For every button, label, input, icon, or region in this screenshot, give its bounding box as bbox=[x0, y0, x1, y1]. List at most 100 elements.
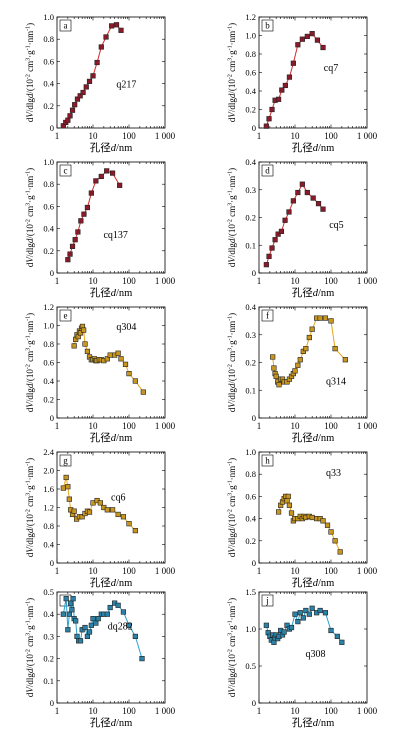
data-point bbox=[72, 102, 78, 108]
data-point bbox=[98, 173, 104, 180]
data-point bbox=[82, 624, 88, 631]
x-tick-label: 100 bbox=[324, 276, 338, 286]
data-point bbox=[299, 181, 305, 187]
series-line bbox=[265, 33, 324, 127]
x-axis-label: 孔径d/nm bbox=[90, 431, 133, 444]
data-point bbox=[281, 629, 287, 635]
data-point bbox=[295, 362, 301, 368]
x-tick-label: 10 bbox=[89, 421, 99, 431]
x-tick-label: 1 000 bbox=[155, 566, 176, 576]
data-point bbox=[303, 607, 309, 614]
data-point bbox=[109, 507, 116, 513]
data-point bbox=[74, 633, 80, 639]
data-point bbox=[276, 382, 282, 388]
y-tick-label: 0 bbox=[50, 123, 54, 133]
y-tick-label: 0 bbox=[252, 558, 256, 568]
x-tick-label: 100 bbox=[122, 706, 136, 716]
data-point bbox=[77, 93, 83, 99]
y-axis-label: dV/dlgd/(10-2 cm3·g-1·nm-1) bbox=[25, 23, 35, 122]
y-tick-label: 0.2 bbox=[43, 654, 54, 664]
data-point bbox=[120, 609, 127, 615]
y-tick-label: 0.3 bbox=[245, 330, 256, 340]
data-point bbox=[63, 474, 69, 481]
x-tick-label: 100 bbox=[324, 131, 338, 141]
panel-letter: h bbox=[265, 456, 270, 466]
x-axis-label: 孔径d/nm bbox=[90, 286, 133, 299]
data-point bbox=[65, 257, 71, 263]
data-point bbox=[115, 602, 121, 608]
y-tick-label: 1.5 bbox=[245, 587, 256, 597]
data-point bbox=[310, 195, 316, 201]
data-point bbox=[334, 633, 340, 639]
x-tick-label: 1 bbox=[55, 706, 60, 716]
data-point bbox=[315, 201, 322, 207]
sample-label: dq282 bbox=[108, 621, 133, 632]
data-point bbox=[88, 190, 94, 196]
y-tick-label: 0.2 bbox=[43, 395, 54, 405]
x-tick-label: 10 bbox=[291, 421, 301, 431]
x-tick-label: 100 bbox=[324, 566, 338, 576]
data-point bbox=[132, 378, 138, 384]
x-tick-label: 10 bbox=[291, 276, 301, 286]
x-axis-label: 孔径d/nm bbox=[292, 286, 335, 299]
data-point bbox=[104, 611, 110, 617]
y-tick-label: 0.4 bbox=[245, 157, 256, 167]
data-point bbox=[282, 217, 288, 223]
data-point bbox=[60, 611, 66, 617]
data-point bbox=[271, 365, 277, 371]
x-tick-label: 1 bbox=[55, 421, 60, 431]
data-point bbox=[300, 615, 306, 621]
data-point bbox=[109, 23, 115, 29]
y-tick-label: 1.6 bbox=[43, 484, 54, 494]
data-point bbox=[272, 237, 278, 243]
plot-frame bbox=[258, 591, 368, 704]
y-tick-label: 0.6 bbox=[245, 491, 256, 501]
data-point bbox=[132, 528, 138, 534]
x-axis-label: 孔径d/nm bbox=[292, 141, 335, 154]
data-point bbox=[320, 518, 326, 524]
plot-frame bbox=[56, 591, 166, 704]
data-point bbox=[70, 596, 76, 602]
x-tick-label: 1 bbox=[55, 566, 60, 576]
data-point bbox=[292, 611, 298, 617]
data-point bbox=[275, 96, 282, 102]
y-tick-label: 1.2 bbox=[245, 12, 256, 22]
x-axis-label: 孔径d/nm bbox=[292, 431, 335, 444]
data-point bbox=[84, 633, 91, 639]
x-tick-label: 100 bbox=[122, 276, 136, 286]
data-point bbox=[295, 618, 301, 625]
y-tick-label: 0.6 bbox=[43, 201, 54, 211]
x-tick-label: 100 bbox=[324, 706, 338, 716]
y-tick-label: 0.8 bbox=[245, 469, 256, 479]
chart-panel-e: 1 10 100 1 000 0 0.2 0.4 0.6 0.8 1.0 1.2 e q304 孔径d/n… bbox=[25, 302, 176, 444]
y-tick-label: 0.4 bbox=[43, 540, 54, 550]
data-point bbox=[86, 78, 93, 84]
data-point bbox=[81, 211, 87, 217]
data-point bbox=[80, 89, 86, 96]
data-point bbox=[328, 627, 334, 634]
data-point bbox=[75, 229, 81, 235]
y-tick-label: 1.0 bbox=[245, 31, 256, 41]
data-point bbox=[295, 189, 301, 196]
series-line bbox=[67, 170, 121, 260]
data-point bbox=[332, 538, 338, 544]
y-tick-label: 1.0 bbox=[43, 12, 54, 22]
y-tick-label: 0.4 bbox=[245, 86, 256, 96]
data-point bbox=[86, 629, 93, 635]
data-point bbox=[78, 218, 84, 224]
data-point bbox=[322, 610, 329, 616]
x-tick-label: 1 bbox=[257, 276, 262, 286]
x-tick-label: 10 bbox=[89, 706, 99, 716]
y-axis-label: dV/dlgd/(10-2 cm3·g-1·nm-1) bbox=[25, 168, 35, 267]
data-point bbox=[288, 624, 295, 631]
y-tick-label: 0.1 bbox=[245, 385, 256, 395]
panel-letter-box bbox=[59, 19, 72, 32]
data-point bbox=[84, 204, 91, 211]
data-point bbox=[69, 607, 75, 613]
data-point bbox=[122, 361, 129, 367]
x-axis-label: 孔径d/nm bbox=[292, 716, 335, 729]
data-point bbox=[107, 352, 113, 358]
chart-panel-g: 1 10 100 1 000 0 0.4 0.8 1.2 1.6 2.0 2.4 g cq6 孔径d/nm… bbox=[25, 447, 176, 589]
y-tick-label: 0.8 bbox=[43, 521, 54, 531]
data-point bbox=[104, 168, 110, 174]
